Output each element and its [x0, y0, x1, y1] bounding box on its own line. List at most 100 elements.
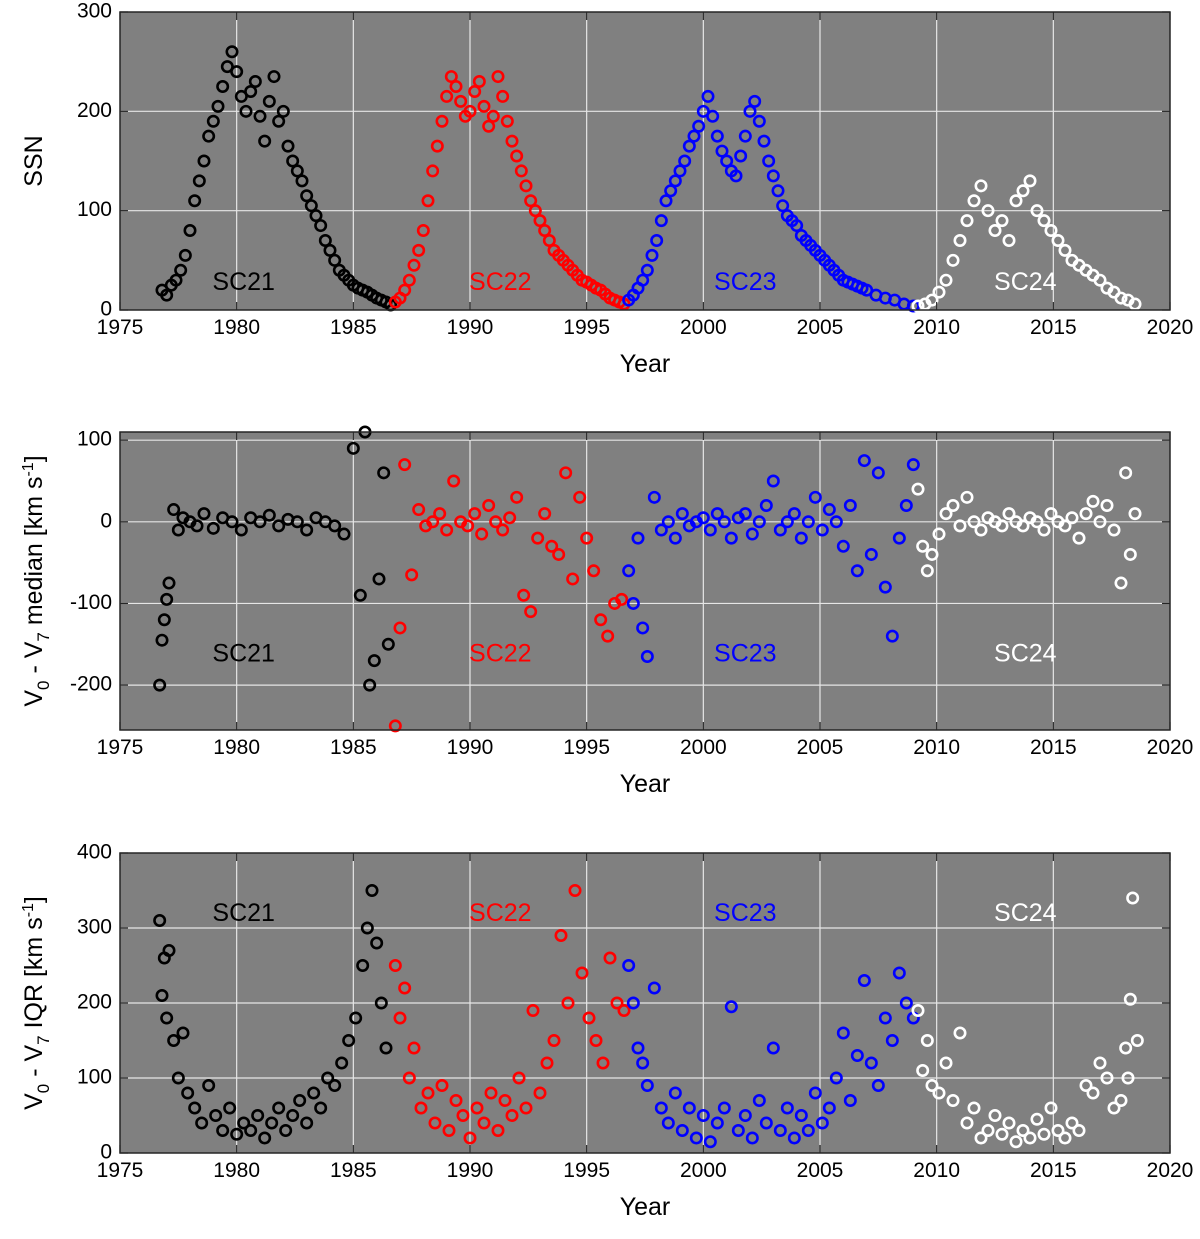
data-point	[696, 511, 710, 525]
y-label-main: V	[20, 1093, 48, 1110]
data-point	[1058, 243, 1072, 257]
data-point	[188, 1101, 202, 1115]
data-point	[829, 1071, 843, 1085]
data-point	[412, 503, 426, 517]
data-point	[547, 1034, 561, 1048]
data-point	[920, 564, 934, 578]
data-point	[710, 507, 724, 521]
data-point	[512, 1071, 526, 1085]
data-point	[398, 981, 412, 995]
data-point	[675, 507, 689, 521]
data-point	[192, 174, 206, 188]
data-point	[668, 174, 682, 188]
cycle-label: SC24	[994, 899, 1057, 927]
y-tick-label: 300	[77, 916, 112, 939]
data-point	[1072, 1124, 1086, 1138]
x-tick-label: 2015	[1030, 1159, 1077, 1182]
data-point	[967, 194, 981, 208]
data-point	[388, 719, 402, 733]
data-point	[960, 214, 974, 228]
data-point	[878, 1011, 892, 1025]
data-point	[440, 89, 454, 103]
data-point	[857, 454, 871, 468]
data-point	[188, 194, 202, 208]
data-point	[542, 233, 556, 247]
data-point	[1128, 297, 1142, 311]
data-point	[281, 139, 295, 153]
data-point	[771, 184, 785, 198]
x-tick-label: 2005	[797, 316, 844, 339]
data-point	[794, 531, 808, 545]
data-point	[402, 273, 416, 287]
data-point	[673, 164, 687, 178]
x-tick-label: 1975	[97, 316, 144, 339]
data-point	[647, 981, 661, 995]
data-point	[981, 204, 995, 218]
plot-area	[120, 12, 1170, 310]
data-point	[230, 65, 244, 79]
cycle-label: SC23	[714, 268, 777, 296]
data-point	[871, 466, 885, 480]
data-point	[787, 507, 801, 521]
data-point	[636, 621, 650, 635]
data-point	[379, 1041, 393, 1055]
data-point	[801, 515, 815, 529]
data-point	[636, 273, 650, 287]
y-label-close: ]	[20, 455, 48, 462]
data-point	[808, 490, 822, 504]
data-point	[461, 519, 475, 533]
data-point	[1114, 291, 1128, 305]
data-point	[911, 299, 925, 313]
data-point	[307, 1086, 321, 1100]
data-point	[1009, 194, 1023, 208]
data-point	[183, 224, 197, 238]
data-point	[703, 1135, 717, 1149]
data-point	[622, 958, 636, 972]
data-point	[836, 539, 850, 553]
data-point	[503, 511, 517, 525]
data-point	[899, 498, 913, 512]
data-point	[738, 129, 752, 143]
data-point	[197, 154, 211, 168]
data-point	[587, 564, 601, 578]
data-point	[370, 936, 384, 950]
data-point	[916, 539, 930, 553]
data-point	[155, 633, 169, 647]
data-point	[519, 1101, 533, 1115]
y-tick-label: 300	[77, 0, 112, 23]
data-point	[752, 114, 766, 128]
data-point	[421, 1086, 435, 1100]
y-tick-label: -200	[70, 673, 112, 696]
data-point	[293, 1094, 307, 1108]
data-point	[1002, 233, 1016, 247]
x-tick-label: 1990	[447, 1159, 494, 1182]
y-label-sub2: 7	[34, 632, 53, 641]
data-point	[1037, 523, 1051, 537]
data-point	[1016, 184, 1030, 198]
data-point	[304, 199, 318, 213]
data-point	[1002, 507, 1016, 521]
data-point	[426, 515, 440, 529]
data-point	[505, 1109, 519, 1123]
data-point	[475, 527, 489, 541]
data-point	[822, 1101, 836, 1115]
data-point	[932, 1086, 946, 1100]
data-point	[253, 515, 267, 529]
data-point	[636, 1056, 650, 1070]
data-point	[554, 928, 568, 942]
data-point	[815, 1116, 829, 1130]
data-point	[661, 1116, 675, 1130]
data-point	[1128, 507, 1142, 521]
data-point	[932, 527, 946, 541]
y-label-sub: 0	[34, 1084, 53, 1093]
data-point	[517, 588, 531, 602]
data-point	[510, 149, 524, 163]
x-axis-label: Year	[620, 1193, 671, 1221]
data-point	[626, 596, 640, 610]
data-point	[829, 515, 843, 529]
data-point	[692, 119, 706, 133]
data-point	[864, 547, 878, 561]
data-point	[601, 629, 615, 643]
data-point	[573, 490, 587, 504]
data-point	[267, 70, 281, 84]
